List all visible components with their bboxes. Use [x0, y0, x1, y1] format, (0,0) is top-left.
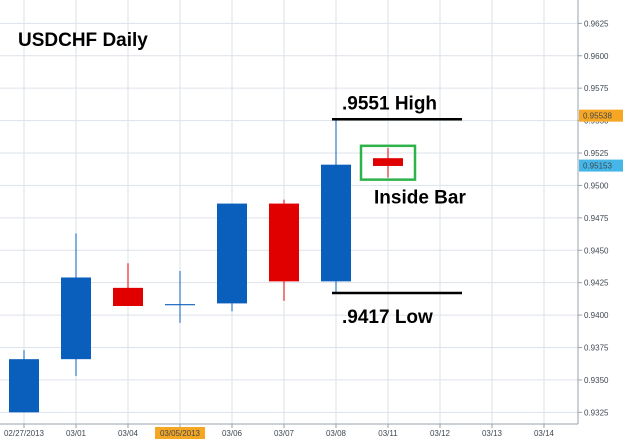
price-label: 0.95153: [583, 162, 612, 171]
y-tick-label: 0.9400: [584, 311, 609, 320]
candle-body: [321, 164, 351, 282]
candle-body: [269, 203, 299, 282]
y-tick-label: 0.9475: [584, 214, 609, 223]
candle-body: [113, 287, 143, 307]
x-tick-label: 03/06: [222, 429, 243, 438]
price-label: 0.95538: [583, 112, 612, 121]
x-tick-label: 03/04: [118, 429, 139, 438]
x-tick-label: 03/13: [482, 429, 503, 438]
y-tick-label: 0.9500: [584, 181, 609, 190]
x-tick-label: 03/11: [378, 429, 398, 438]
candle-body: [61, 277, 91, 360]
x-tick-label: 03/07: [274, 429, 295, 438]
x-tick-label: 03/05/2013: [160, 429, 201, 438]
x-tick-label: 03/08: [326, 429, 347, 438]
x-tick-label: 03/12: [430, 429, 451, 438]
y-tick-label: 0.9350: [584, 376, 609, 385]
y-tick-label: 0.9425: [584, 279, 609, 288]
price-label-bg: [579, 159, 623, 172]
annotations: .9551 High .9417 Low Inside Bar: [332, 93, 466, 328]
y-tick-label: 0.9600: [584, 52, 609, 61]
candle-body: [217, 203, 247, 304]
candles: [9, 119, 403, 413]
inside-bar-box: [359, 144, 417, 181]
y-tick-label: 0.9575: [584, 84, 609, 93]
high-label: .9551 High: [342, 93, 437, 114]
x-tick-label: 03/14: [534, 429, 555, 438]
candle-body: [373, 158, 403, 166]
candle-body: [9, 359, 39, 413]
y-tick-label: 0.9450: [584, 246, 609, 255]
y-tick-label: 0.9375: [584, 343, 609, 352]
y-tick-label: 0.9525: [584, 149, 609, 158]
low-label: .9417 Low: [342, 307, 433, 328]
y-tick-label: 0.9625: [584, 19, 609, 28]
inside-bar-label: Inside Bar: [374, 188, 466, 209]
x-tick-highlight: [155, 427, 205, 439]
x-tick-label: 03/01: [66, 429, 87, 438]
chart-title: USDCHF Daily: [18, 30, 148, 51]
x-tick-label: 02/27/2013: [4, 429, 45, 438]
price-label-bg: [579, 109, 623, 122]
y-tick-label: 0.9325: [584, 408, 609, 417]
